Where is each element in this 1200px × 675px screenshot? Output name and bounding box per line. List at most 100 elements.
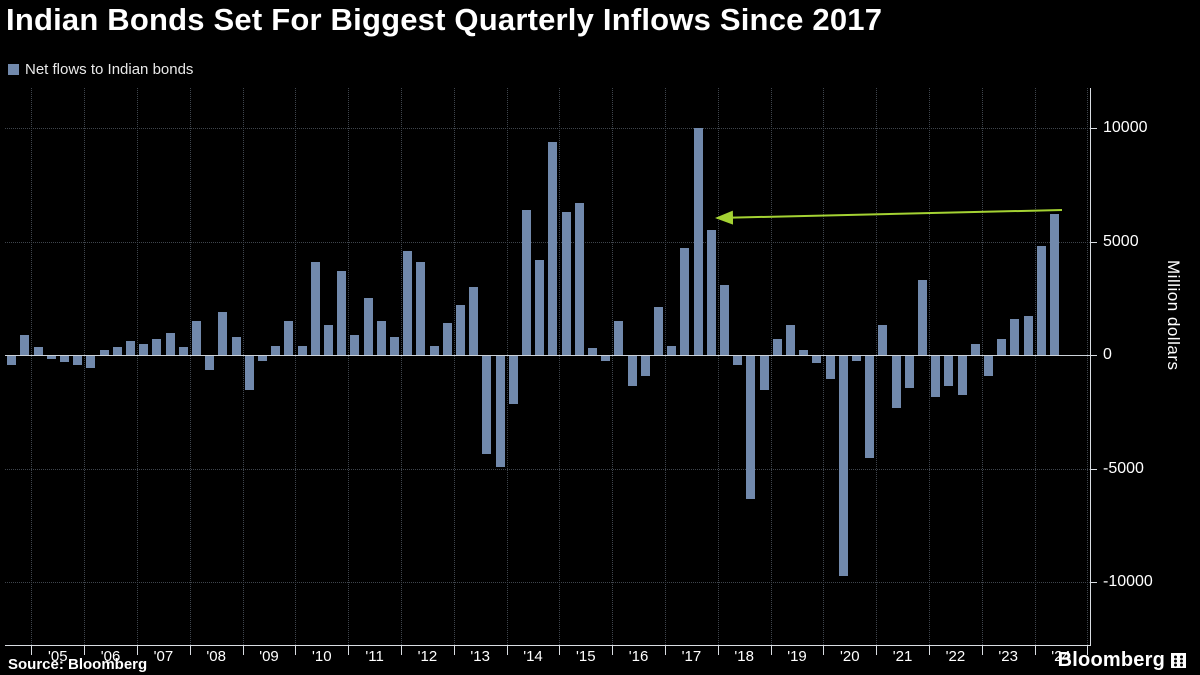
bar [719, 284, 729, 355]
bar [521, 209, 531, 355]
gridline-vertical [1087, 88, 1089, 645]
x-axis-label: '08 [206, 648, 226, 665]
gridline-vertical [823, 88, 825, 645]
x-axis-tick [612, 645, 614, 655]
x-axis-label: '13 [470, 648, 490, 665]
x-axis-tick [929, 645, 930, 655]
gridline-vertical [31, 88, 33, 645]
bar [983, 356, 993, 377]
bar [86, 356, 96, 369]
bar [667, 345, 677, 355]
bloomberg-wordmark: Bloomberg [1057, 649, 1165, 671]
bar [152, 339, 162, 355]
gridline-vertical [1034, 88, 1036, 645]
gridline-vertical [506, 88, 508, 645]
bar [350, 334, 360, 355]
x-axis-label: '11 [365, 648, 384, 665]
bar [904, 356, 914, 388]
zero-axis-line [5, 355, 1090, 356]
bar [706, 230, 716, 355]
x-axis-label: '12 [417, 648, 438, 665]
x-axis-label: '05 [48, 648, 68, 665]
x-axis-label: '09 [259, 648, 279, 665]
gridline-vertical [401, 88, 402, 645]
gridline-vertical [665, 88, 666, 645]
y-axis-tick-label: 10000 [1103, 119, 1148, 136]
x-axis-tick [453, 645, 455, 655]
bar [191, 320, 201, 355]
bar [997, 339, 1007, 355]
bar [495, 356, 505, 468]
x-axis-tick [137, 645, 138, 655]
bar [759, 356, 769, 391]
x-axis-tick [981, 645, 983, 655]
bar [429, 345, 439, 355]
x-axis-tick [189, 645, 191, 655]
bar [284, 320, 294, 355]
gridline-vertical [929, 88, 930, 645]
bar [46, 356, 56, 360]
bar [535, 259, 545, 355]
gridline-vertical [717, 88, 719, 645]
bar [165, 333, 175, 355]
x-axis-label: '16 [628, 648, 649, 665]
x-axis-tick [1034, 645, 1036, 655]
y-axis-title: Million dollars [1164, 260, 1183, 371]
y-axis-tick [1090, 128, 1097, 129]
bar [508, 356, 518, 404]
gridline-vertical [559, 88, 561, 645]
gridline-horizontal [5, 582, 1090, 583]
bar [548, 141, 558, 355]
x-axis-label: '22 [945, 648, 966, 665]
x-axis-label: '07 [153, 648, 174, 665]
gridline-vertical [84, 88, 86, 645]
gridline-vertical [137, 88, 138, 645]
bar [257, 356, 267, 361]
x-axis-label: '17 [681, 648, 702, 665]
gridline-vertical [189, 88, 191, 645]
bar [653, 307, 663, 355]
x-axis-tick [717, 645, 719, 655]
bar [680, 248, 690, 355]
bar [455, 305, 465, 355]
bar [944, 356, 954, 386]
x-axis-line [5, 645, 1091, 646]
x-axis-label: '21 [892, 648, 913, 665]
gridline-vertical [453, 88, 455, 645]
bar [574, 202, 584, 355]
bar [1049, 214, 1059, 355]
x-axis-label: '15 [576, 648, 596, 665]
x-axis-label: '14 [523, 648, 543, 665]
bar [1036, 246, 1046, 355]
gridline-horizontal [5, 468, 1090, 470]
bar [917, 280, 927, 355]
y-axis-tick-label: 5000 [1103, 232, 1139, 250]
bar [271, 345, 281, 355]
bar [416, 261, 426, 355]
x-axis-tick [295, 645, 297, 655]
bar [838, 356, 848, 577]
bar [865, 356, 875, 459]
x-axis-tick [242, 645, 244, 655]
x-axis-label: '24 [1051, 648, 1071, 665]
y-axis-tick-label: -10000 [1103, 573, 1153, 590]
bar [799, 350, 809, 355]
x-axis-label: '06 [100, 648, 121, 665]
x-axis-tick [770, 645, 772, 655]
bar [640, 356, 650, 377]
bar [73, 356, 83, 366]
bar [878, 325, 888, 355]
bar [205, 356, 215, 370]
bar [587, 348, 597, 355]
bar [323, 325, 333, 355]
gridline-vertical [295, 88, 297, 645]
gridline-vertical [612, 88, 614, 645]
bar [785, 325, 795, 355]
bar [99, 350, 109, 355]
bar [337, 271, 347, 355]
x-axis-label: '23 [998, 648, 1018, 665]
x-axis-label: '18 [734, 648, 754, 665]
bar [733, 356, 743, 366]
y-axis-tick [1090, 241, 1097, 243]
